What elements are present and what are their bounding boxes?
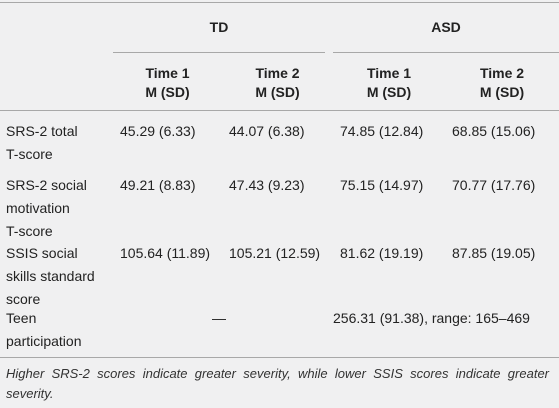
rule xyxy=(0,110,559,111)
cell: — xyxy=(212,310,226,326)
group-header: TD xyxy=(209,19,229,35)
column-header: M (SD) xyxy=(145,84,190,100)
row-label: SRS-2 total xyxy=(6,123,78,139)
column-header: Time 1 xyxy=(366,65,412,81)
cell: 87.85 (19.05) xyxy=(452,245,536,261)
cell: 81.62 (19.19) xyxy=(340,245,424,261)
group-header: ASD xyxy=(431,19,461,35)
cell: 256.31 (91.38), range: 165–469 xyxy=(333,310,530,326)
column-header: Time 1 xyxy=(145,65,190,81)
row-label: score xyxy=(6,291,41,307)
cell: 70.77 (17.76) xyxy=(452,177,536,193)
cell: 105.21 (12.59) xyxy=(229,245,321,261)
cell: 49.21 (8.83) xyxy=(120,177,196,193)
cell: 75.15 (14.97) xyxy=(340,177,424,193)
cell: 74.85 (12.84) xyxy=(340,123,424,139)
rule xyxy=(0,357,559,358)
row-label: motivation xyxy=(6,200,70,216)
cell: 44.07 (6.38) xyxy=(229,123,305,139)
row-label: participation xyxy=(6,333,82,349)
column-header: Time 2 xyxy=(479,65,525,81)
row-label: T-score xyxy=(6,223,53,239)
footnote: Higher SRS-2 scores indicate greater sev… xyxy=(6,366,549,401)
cell: 47.43 (9.23) xyxy=(229,177,305,193)
row-label: SRS-2 social xyxy=(6,177,87,193)
cell: 68.85 (15.06) xyxy=(452,123,536,139)
column-header: M (SD) xyxy=(366,84,412,100)
column-header: M (SD) xyxy=(255,84,300,100)
row-label: T-score xyxy=(6,146,53,162)
column-header: Time 2 xyxy=(255,65,300,81)
rule xyxy=(0,2,559,3)
row-label: SSIS social xyxy=(6,245,78,261)
row-label: skills standard xyxy=(6,268,95,284)
rule xyxy=(113,52,325,53)
rule xyxy=(333,52,559,53)
column-header: M (SD) xyxy=(479,84,525,100)
cell: 105.64 (11.89) xyxy=(120,245,211,261)
cell: 45.29 (6.33) xyxy=(120,123,196,139)
row-label: Teen xyxy=(6,310,37,326)
